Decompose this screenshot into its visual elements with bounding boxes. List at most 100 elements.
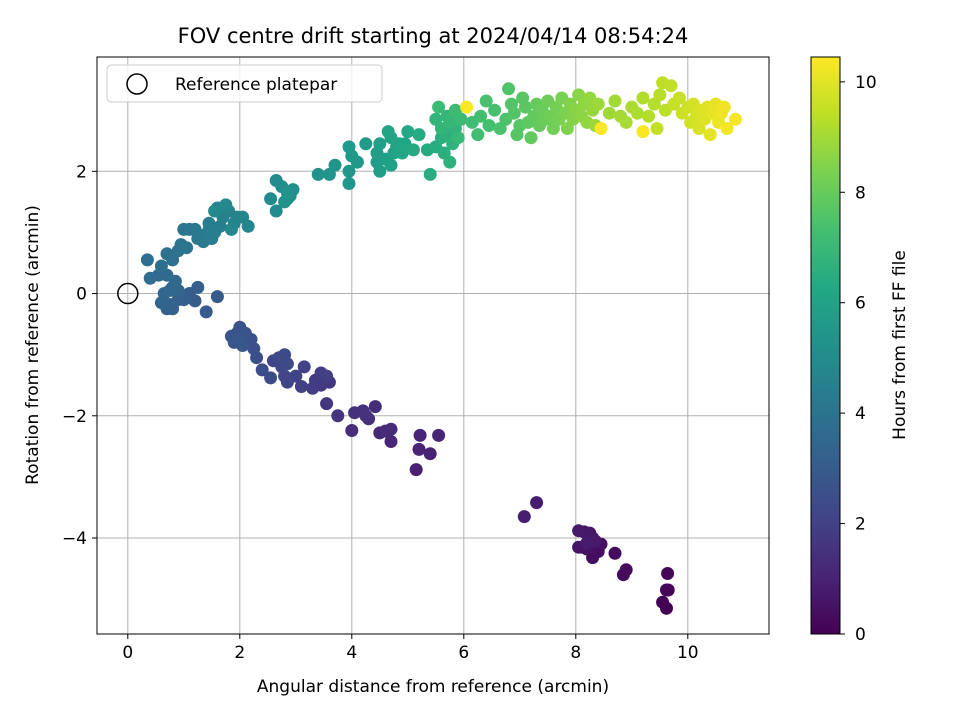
data-point bbox=[359, 409, 373, 423]
data-point bbox=[342, 140, 356, 154]
colorbar: 0 2 4 6 8 10 Hours from first FF file bbox=[810, 56, 910, 645]
y-axis-label: Rotation from reference (arcmin) bbox=[23, 205, 43, 485]
x-tick-label: 4 bbox=[346, 643, 357, 663]
data-point bbox=[409, 463, 423, 477]
data-point bbox=[264, 192, 278, 206]
reference-point-marker bbox=[117, 282, 139, 305]
colorbar-label: Hours from first FF file bbox=[890, 250, 910, 440]
data-point bbox=[608, 94, 622, 108]
data-point bbox=[580, 536, 594, 550]
data-point bbox=[502, 82, 516, 96]
colorbar-tick-label: 6 bbox=[855, 294, 866, 314]
data-point bbox=[630, 106, 644, 120]
colorbar-tick-label: 2 bbox=[855, 515, 866, 535]
data-point bbox=[518, 100, 532, 114]
data-point bbox=[517, 510, 531, 524]
data-point bbox=[524, 131, 538, 145]
data-point bbox=[255, 363, 269, 377]
data-point bbox=[728, 112, 742, 126]
x-tick-label: 2 bbox=[234, 643, 245, 663]
y-tick-label: −2 bbox=[62, 407, 87, 427]
legend-marker-icon bbox=[126, 73, 148, 95]
data-point bbox=[636, 125, 650, 139]
data-point bbox=[177, 222, 191, 236]
x-tick-label: 10 bbox=[677, 643, 699, 663]
data-point bbox=[423, 167, 437, 181]
data-point bbox=[412, 128, 426, 142]
data-point bbox=[406, 143, 420, 157]
data-point bbox=[460, 100, 474, 114]
data-point bbox=[224, 222, 238, 236]
data-point bbox=[650, 122, 664, 135]
data-point bbox=[202, 222, 216, 236]
data-point bbox=[656, 595, 670, 609]
data-point bbox=[348, 406, 362, 420]
data-point bbox=[594, 122, 608, 135]
data-point bbox=[448, 103, 462, 117]
data-point bbox=[660, 583, 673, 597]
data-point bbox=[208, 204, 222, 218]
data-point bbox=[672, 91, 686, 105]
colorbar-tick-label: 10 bbox=[855, 73, 877, 93]
data-point bbox=[143, 271, 157, 285]
data-point bbox=[280, 357, 294, 371]
data-point bbox=[642, 109, 656, 123]
data-point bbox=[619, 563, 633, 577]
colorbar-tick-label: 0 bbox=[855, 625, 866, 645]
data-point bbox=[591, 97, 605, 111]
data-point bbox=[140, 253, 154, 267]
data-point bbox=[653, 88, 667, 102]
data-point bbox=[306, 381, 320, 395]
data-point bbox=[269, 204, 283, 218]
legend-label: Reference platepar bbox=[175, 75, 337, 95]
data-point bbox=[219, 198, 233, 212]
data-point bbox=[720, 122, 734, 135]
data-point bbox=[373, 137, 387, 151]
data-point bbox=[572, 524, 586, 538]
data-point bbox=[199, 305, 213, 319]
data-point bbox=[381, 125, 395, 139]
data-point bbox=[636, 91, 650, 105]
legend: Reference platepar bbox=[106, 64, 383, 103]
data-point bbox=[602, 106, 616, 120]
x-axis-label: Angular distance from reference (arcmin) bbox=[257, 677, 609, 697]
data-point bbox=[413, 428, 427, 442]
data-point bbox=[474, 109, 488, 123]
data-point bbox=[342, 177, 356, 190]
chart-title: FOV centre drift starting at 2024/04/14 … bbox=[178, 24, 689, 48]
data-point bbox=[311, 167, 325, 181]
data-point bbox=[384, 158, 398, 172]
data-point bbox=[451, 131, 465, 145]
data-point bbox=[479, 94, 493, 108]
data-point bbox=[328, 158, 342, 172]
data-points bbox=[140, 76, 742, 615]
reference-marker bbox=[117, 282, 139, 305]
y-tick-label: −4 bbox=[62, 529, 87, 549]
data-point bbox=[432, 100, 446, 114]
x-tick-label: 0 bbox=[122, 643, 133, 663]
data-point bbox=[608, 546, 622, 560]
data-point bbox=[482, 119, 496, 132]
data-point bbox=[297, 360, 311, 374]
data-point bbox=[530, 496, 544, 510]
data-point bbox=[412, 442, 426, 456]
data-point bbox=[432, 428, 446, 442]
data-point bbox=[294, 380, 308, 393]
y-tick-label: 2 bbox=[76, 162, 87, 182]
data-point bbox=[619, 115, 633, 129]
y-axis-ticks: 2 0 −2 −4 bbox=[62, 162, 97, 549]
colorbar-gradient bbox=[810, 56, 841, 635]
data-point bbox=[717, 100, 731, 114]
y-tick-label: 0 bbox=[76, 285, 87, 305]
colorbar-tick-label: 4 bbox=[855, 404, 866, 424]
data-point bbox=[664, 79, 678, 93]
data-point bbox=[241, 219, 255, 233]
data-point bbox=[507, 106, 521, 120]
data-point bbox=[345, 424, 359, 437]
x-tick-label: 6 bbox=[458, 643, 469, 663]
data-point bbox=[401, 125, 415, 139]
x-axis-ticks: 0 2 4 6 8 10 bbox=[122, 634, 699, 663]
data-point bbox=[342, 164, 356, 178]
